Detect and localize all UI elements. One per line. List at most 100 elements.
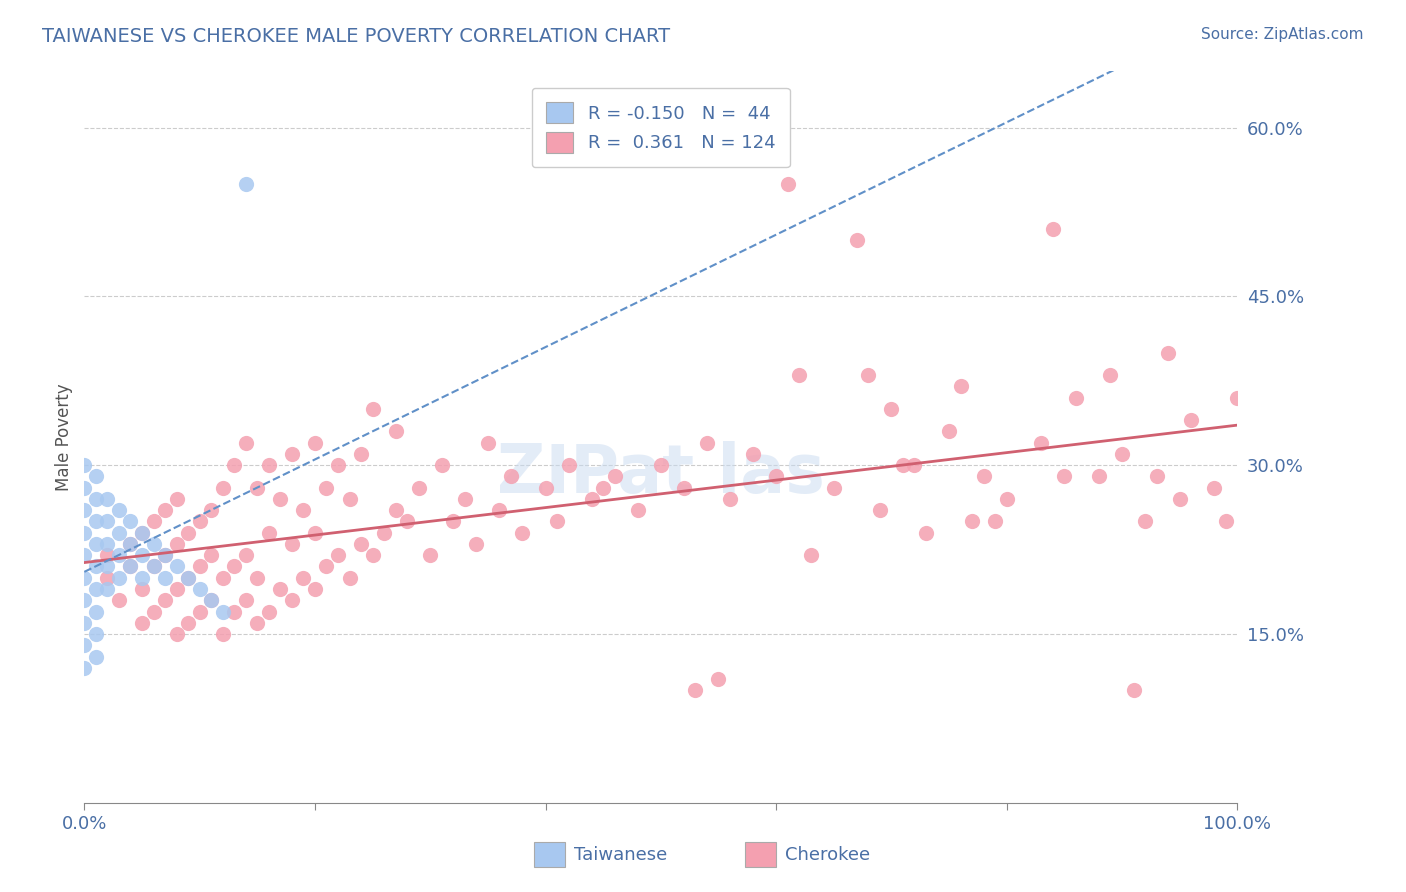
Point [73,458,96,473]
Point [1226,391,1249,405]
Point [269,491,291,506]
Point [131,548,153,562]
Point [361,548,384,562]
Point [1053,469,1076,483]
Point [96,515,118,529]
Point [765,469,787,483]
Point [73,525,96,540]
Point [350,537,373,551]
Point [153,571,176,585]
Point [672,481,695,495]
Point [235,177,257,191]
Point [326,458,349,473]
Point [211,627,233,641]
Point [73,481,96,495]
Point [384,503,406,517]
Point [938,425,960,439]
Point [73,503,96,517]
Point [685,683,707,698]
Point [131,571,153,585]
Point [281,447,304,461]
Point [960,515,983,529]
Point [177,525,200,540]
Point [858,368,880,383]
Point [534,481,557,495]
Y-axis label: Male Poverty: Male Poverty [55,384,73,491]
Point [1180,413,1202,427]
Point [73,571,96,585]
Point [488,503,510,517]
Point [373,525,395,540]
Point [326,548,349,562]
Point [845,233,868,247]
Point [339,571,361,585]
Point [499,469,522,483]
Point [1099,368,1122,383]
Point [800,548,823,562]
Point [603,469,626,483]
Point [84,649,107,664]
Point [1088,469,1111,483]
Point [546,515,568,529]
Point [73,661,96,675]
Point [224,605,246,619]
Point [246,571,269,585]
Point [153,593,176,607]
Point [1204,481,1226,495]
Point [96,548,118,562]
Point [304,582,326,596]
Point [166,491,188,506]
Point [84,491,107,506]
Point [120,559,142,574]
Point [246,615,269,630]
Point [1031,435,1053,450]
Point [465,537,488,551]
Point [1064,391,1087,405]
Point [108,503,131,517]
Point [200,593,222,607]
Point [995,491,1018,506]
Point [131,525,153,540]
Point [1215,515,1237,529]
Point [84,582,107,596]
Point [108,593,131,607]
Point [96,537,118,551]
Point [224,458,246,473]
Point [73,638,96,652]
Text: TAIWANESE VS CHEROKEE MALE POVERTY CORRELATION CHART: TAIWANESE VS CHEROKEE MALE POVERTY CORRE… [42,27,671,45]
Point [177,571,200,585]
Point [880,401,903,416]
Point [166,559,188,574]
Point [200,548,222,562]
Point [891,458,914,473]
Text: Cherokee: Cherokee [785,846,870,863]
Point [512,525,534,540]
Point [361,401,384,416]
Point [246,481,269,495]
Point [96,559,118,574]
Point [787,368,810,383]
Point [396,515,419,529]
Point [84,627,107,641]
Point [188,605,211,619]
Point [315,481,337,495]
Point [650,458,672,473]
Point [142,559,165,574]
Text: Taiwanese: Taiwanese [574,846,666,863]
Point [211,571,233,585]
Point [120,559,142,574]
Point [281,593,304,607]
Point [915,525,938,540]
Point [177,571,200,585]
Point [211,605,233,619]
Point [166,537,188,551]
Point [973,469,995,483]
Point [477,435,499,450]
Point [1157,345,1180,359]
Point [153,503,176,517]
Point [707,672,730,686]
Point [1133,515,1156,529]
Point [142,515,165,529]
Point [581,491,603,506]
Point [1168,491,1191,506]
